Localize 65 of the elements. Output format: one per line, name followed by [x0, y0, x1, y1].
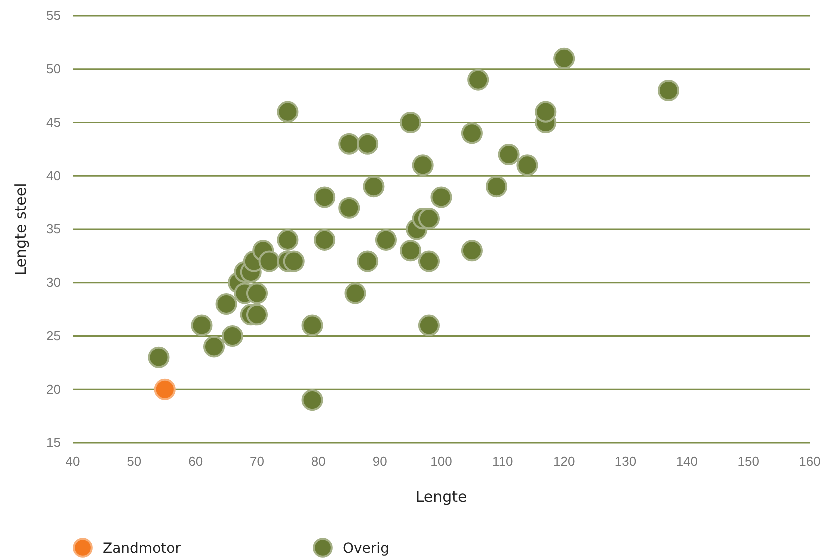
point — [148, 346, 170, 368]
y-tick-label: 30 — [46, 275, 61, 290]
point — [535, 101, 557, 123]
x-tick-label: 120 — [553, 454, 576, 470]
y-tick-label: 35 — [46, 222, 61, 237]
point — [344, 282, 366, 304]
x-axis-title: Lengte — [416, 488, 468, 506]
point — [283, 250, 305, 272]
point — [203, 336, 226, 358]
y-axis-title: Lengte steel — [12, 183, 30, 276]
point — [400, 240, 422, 262]
point — [461, 240, 483, 262]
y-tick-label: 25 — [46, 328, 61, 344]
point — [461, 122, 483, 144]
y-tick-label: 50 — [46, 62, 61, 77]
point — [412, 154, 434, 176]
point — [375, 229, 397, 251]
point — [246, 304, 268, 326]
y-tick-label: 40 — [46, 168, 61, 184]
point — [191, 314, 213, 336]
point — [277, 101, 299, 123]
point — [516, 154, 538, 176]
point — [418, 208, 440, 230]
x-tick-label: 50 — [127, 454, 142, 470]
x-tick-label: 90 — [372, 454, 388, 470]
point — [430, 186, 452, 208]
point — [314, 186, 336, 208]
point — [554, 48, 576, 70]
y-tick-label: 20 — [46, 382, 61, 397]
point — [314, 229, 336, 251]
point — [246, 282, 268, 304]
point — [302, 390, 324, 412]
point — [400, 112, 422, 134]
point — [418, 250, 440, 272]
point — [498, 144, 520, 166]
point — [338, 197, 360, 219]
y-tick-label: 15 — [46, 435, 61, 450]
x-tick-label: 80 — [311, 454, 326, 470]
point — [277, 229, 299, 251]
x-tick-label: 100 — [430, 454, 452, 470]
x-tick-label: 40 — [66, 454, 80, 470]
point — [338, 133, 360, 155]
legend-label: Overig — [343, 541, 390, 557]
x-tick-label: 130 — [614, 454, 637, 470]
point — [258, 250, 280, 272]
point — [658, 80, 680, 102]
x-tick-label: 70 — [250, 454, 264, 470]
x-tick-label: 140 — [676, 454, 698, 470]
point — [486, 176, 508, 198]
point — [216, 293, 238, 315]
y-tick-label: 45 — [46, 114, 61, 130]
point — [468, 69, 490, 91]
point — [363, 176, 385, 198]
point — [154, 378, 176, 400]
point — [357, 250, 379, 272]
x-tick-label: 110 — [492, 454, 514, 470]
x-tick-label: 160 — [799, 454, 821, 470]
legend-label: Zandmotor — [103, 541, 182, 557]
point — [418, 314, 440, 336]
point — [222, 325, 244, 348]
point — [302, 314, 324, 336]
point — [357, 133, 379, 155]
y-tick-label: 55 — [46, 8, 61, 24]
x-tick-label: 150 — [738, 454, 760, 470]
x-tick-label: 60 — [188, 454, 204, 470]
